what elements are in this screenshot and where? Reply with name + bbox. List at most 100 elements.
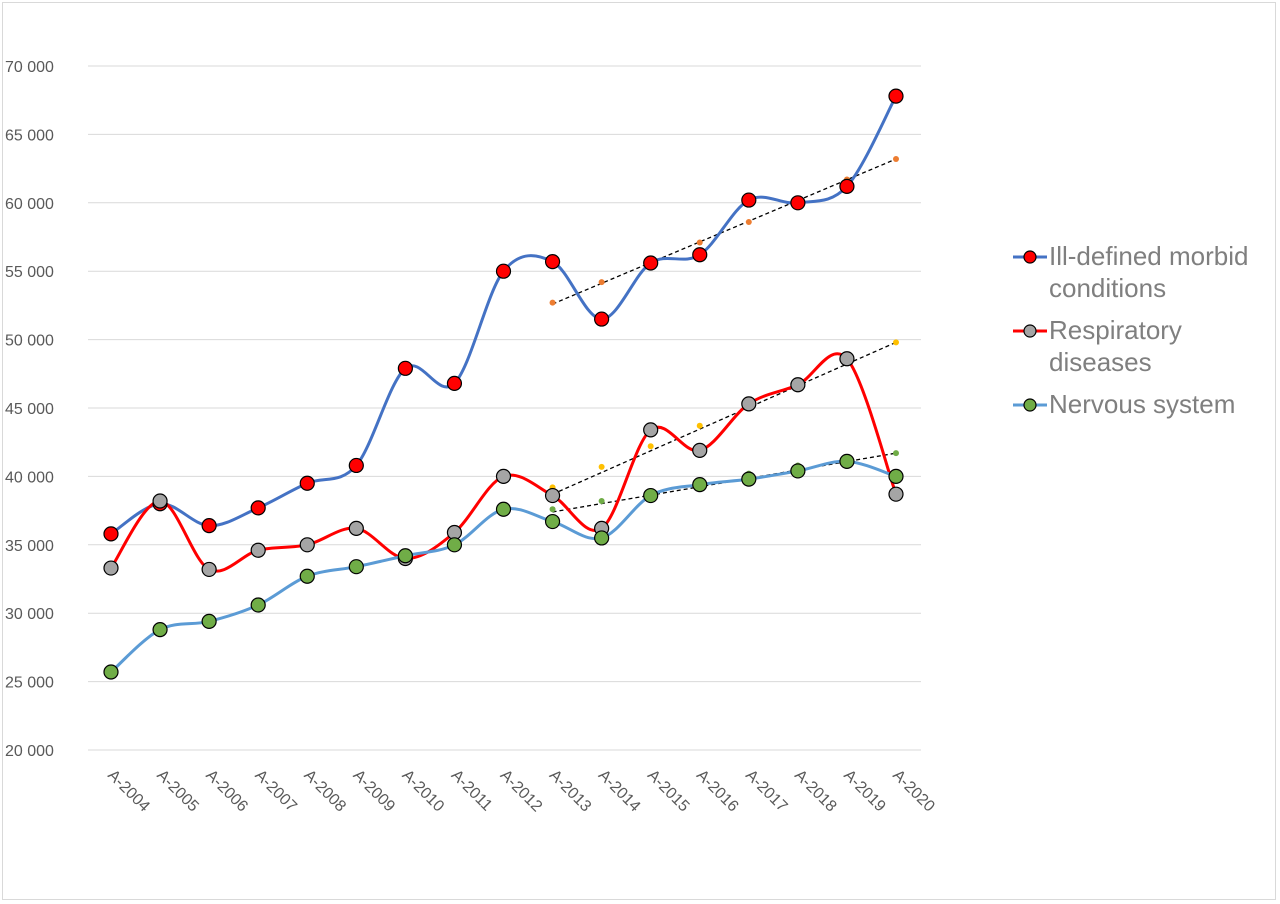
data-point <box>790 463 806 479</box>
data-point <box>397 548 413 564</box>
data-point <box>250 500 266 516</box>
x-tick-label: A-2011 <box>448 767 496 815</box>
data-point <box>495 501 512 517</box>
data-point <box>544 487 561 504</box>
x-tick-label: A-2017 <box>742 767 791 816</box>
trendline <box>552 158 897 305</box>
data-point <box>250 597 266 613</box>
trend-point <box>893 156 899 163</box>
data-point <box>643 487 659 504</box>
y-tick-label: 20 000 <box>5 743 54 760</box>
legend: Ill-defined morbid conditions Respiratory d… <box>1013 241 1248 419</box>
legend-marker <box>1023 324 1037 338</box>
x-tick-label: A-2015 <box>644 767 693 816</box>
data-point <box>299 475 315 491</box>
data-point <box>643 255 659 271</box>
series-markers <box>103 88 904 680</box>
legend-label: Nervous system <box>1049 389 1235 419</box>
legend-marker <box>1023 250 1037 264</box>
data-point <box>103 526 119 542</box>
series-lines <box>109 94 898 674</box>
data-point <box>839 453 855 469</box>
gridlines <box>88 65 921 751</box>
data-point <box>152 622 168 638</box>
x-tick-label: A-2010 <box>399 767 448 816</box>
data-point <box>299 568 315 584</box>
x-tick-label: A-2012 <box>497 767 546 816</box>
data-point <box>348 520 364 536</box>
x-tick-label: A-2007 <box>251 767 300 816</box>
y-tick-label: 60 000 <box>5 196 54 213</box>
x-axis-ticks: A-2004 A-2005 A-2006 A-2007 A-2008 A-2009 A-20… <box>104 767 938 816</box>
trend-point <box>549 506 556 513</box>
data-point <box>495 468 512 484</box>
y-tick-label: 35 000 <box>5 538 54 555</box>
trend-point <box>745 218 752 225</box>
trend-point <box>893 450 899 457</box>
data-point <box>103 560 119 576</box>
data-point <box>397 360 413 376</box>
data-point <box>888 88 904 104</box>
data-point <box>201 613 217 630</box>
data-point <box>544 254 561 270</box>
y-tick-label: 55 000 <box>5 264 54 281</box>
data-point <box>692 442 708 459</box>
data-point <box>839 178 855 194</box>
data-point <box>839 351 855 367</box>
data-point <box>446 537 463 553</box>
data-point <box>594 530 610 546</box>
data-point <box>741 192 757 208</box>
data-point <box>348 559 364 575</box>
data-point <box>446 375 463 391</box>
data-point <box>152 493 168 509</box>
x-tick-label: A-2016 <box>693 767 742 816</box>
data-point <box>888 486 904 502</box>
trend-point <box>598 463 605 470</box>
x-tick-label: A-2014 <box>595 767 644 816</box>
series-line <box>109 352 898 573</box>
legend-label: Ill-defined morbid conditions <box>1049 241 1248 303</box>
x-tick-label: A-2020 <box>889 767 938 816</box>
y-tick-label: 45 000 <box>5 401 54 418</box>
series-line <box>109 94 898 536</box>
data-point <box>790 195 806 211</box>
y-tick-label: 50 000 <box>5 333 54 350</box>
data-point <box>544 513 561 530</box>
data-point <box>692 477 708 493</box>
trend-point <box>696 239 703 246</box>
x-tick-label: A-2005 <box>153 767 202 816</box>
y-tick-label: 25 000 <box>5 675 54 692</box>
data-point <box>299 537 315 553</box>
data-point <box>250 542 266 558</box>
data-point <box>201 518 217 534</box>
y-tick-label: 40 000 <box>5 469 54 486</box>
data-point <box>790 377 806 393</box>
data-point <box>643 422 659 438</box>
data-point <box>201 561 217 578</box>
data-point <box>103 664 119 680</box>
trend-point <box>696 422 703 429</box>
data-point <box>692 247 708 263</box>
y-axis-ticks: 20 000 25 000 30 000 35 000 40 000 45 000 50 0… <box>5 59 54 760</box>
x-tick-label: A-2018 <box>791 767 840 816</box>
data-point <box>348 457 364 474</box>
x-tick-label: A-2009 <box>349 767 398 816</box>
legend-label: Respiratory diseases <box>1049 315 1182 377</box>
x-tick-label: A-2006 <box>202 767 251 816</box>
data-point <box>741 396 757 412</box>
y-tick-label: 30 000 <box>5 606 54 623</box>
trend-point <box>893 339 899 346</box>
data-point <box>888 468 904 484</box>
trend-point <box>647 443 654 450</box>
data-point <box>495 263 512 279</box>
legend-marker <box>1023 398 1037 412</box>
trend-point <box>598 279 605 286</box>
y-tick-label: 65 000 <box>5 127 54 144</box>
x-tick-label: A-2008 <box>300 767 349 816</box>
trend-point <box>549 299 556 306</box>
trend-point <box>598 498 605 505</box>
x-tick-label: A-2013 <box>546 767 595 816</box>
data-point <box>594 311 610 327</box>
x-tick-label: A-2019 <box>840 767 889 816</box>
